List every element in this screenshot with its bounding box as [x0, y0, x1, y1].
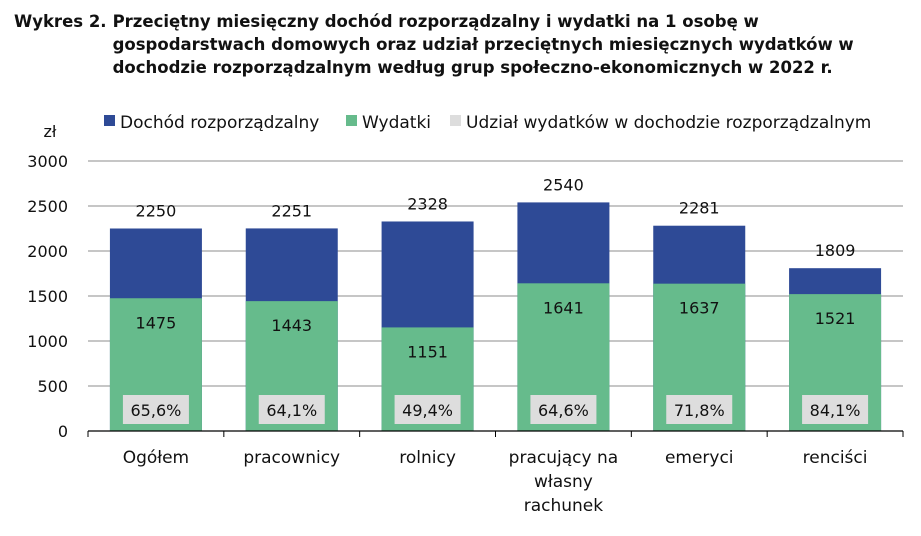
expenses-value-label: 1521	[815, 309, 856, 328]
y-tick-label: 2500	[27, 197, 68, 216]
share-label-box	[394, 395, 461, 424]
chart-title-lead: Wykres 2.	[14, 12, 107, 31]
share-label-box	[802, 395, 869, 424]
share-label-box	[666, 395, 733, 424]
legend-swatch-2	[346, 115, 357, 126]
x-tick-label: własny	[534, 472, 593, 492]
x-tick-label: pracujący na	[509, 448, 618, 468]
legend-swatch-3	[450, 115, 461, 126]
x-tick-label: rolnicy	[399, 448, 456, 468]
expenses-value-label: 1637	[679, 299, 720, 318]
x-tick-label: emeryci	[665, 448, 734, 468]
x-tick-label: Ogółem	[123, 448, 189, 468]
share-label-box	[258, 395, 325, 424]
share-value-label: 49,4%	[402, 401, 453, 420]
y-tick-label: 1000	[27, 332, 68, 351]
legend-swatch-1	[104, 115, 115, 126]
y-axis-label: zł	[44, 122, 57, 141]
income-value-label: 2281	[679, 199, 720, 218]
income-value-label: 2251	[271, 201, 312, 220]
y-tick-label: 500	[37, 377, 68, 396]
income-value-label: 1809	[815, 241, 856, 260]
chart-title: Wykres 2. Przeciętny miesięczny dochód r…	[14, 10, 914, 79]
y-tick-label: 1500	[27, 287, 68, 306]
x-tick-label: rachunek	[524, 496, 604, 516]
y-tick-label: 3000	[27, 152, 68, 171]
legend-label-1: Dochód rozporządzalny	[120, 113, 319, 133]
share-label-box	[530, 395, 597, 424]
expenses-value-label: 1443	[271, 316, 312, 335]
income-value-label: 2540	[543, 175, 584, 194]
y-tick-label: 2000	[27, 242, 68, 261]
chart-title-text: Przeciętny miesięczny dochód rozporządza…	[112, 12, 854, 77]
share-value-label: 84,1%	[810, 401, 861, 420]
share-value-label: 64,6%	[538, 401, 589, 420]
y-tick-label: 0	[58, 422, 68, 441]
share-value-label: 64,1%	[266, 401, 317, 420]
expenses-value-label: 1475	[136, 313, 177, 332]
legend-label-3: Udział wydatków w dochodzie rozporządzal…	[466, 113, 871, 133]
income-value-label: 2250	[136, 202, 177, 221]
x-tick-label: renciści	[803, 448, 868, 468]
expenses-value-label: 1151	[407, 342, 448, 361]
expenses-value-label: 1641	[543, 298, 584, 317]
share-label-box	[122, 395, 189, 424]
share-value-label: 71,8%	[674, 401, 725, 420]
legend-label-2: Wydatki	[362, 113, 431, 133]
income-value-label: 2328	[407, 194, 448, 213]
x-tick-label: pracownicy	[243, 448, 340, 468]
share-value-label: 65,6%	[131, 401, 182, 420]
